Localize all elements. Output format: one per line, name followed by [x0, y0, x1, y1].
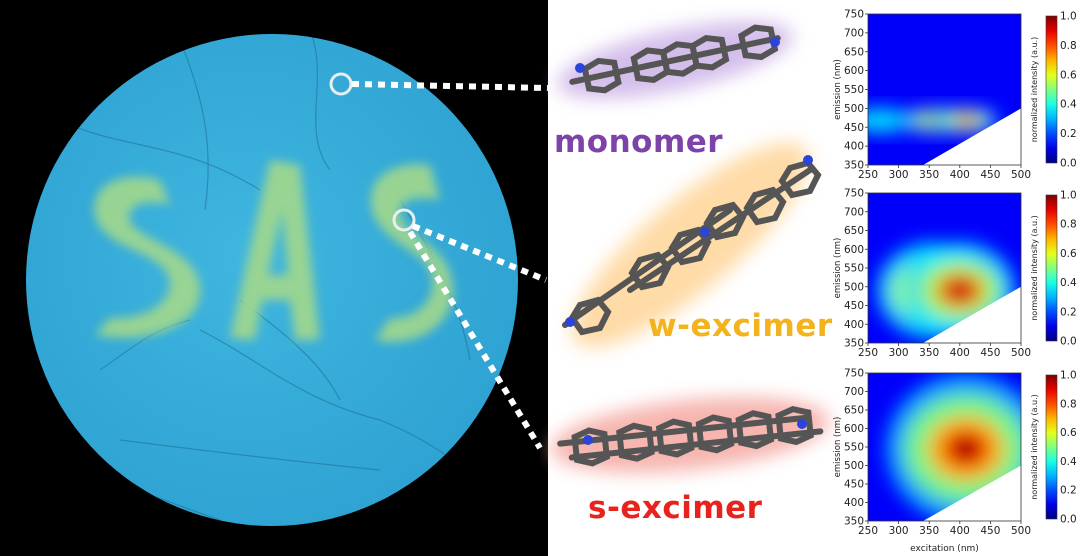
x-tick-label: 400 [950, 169, 970, 181]
x-tick-label: 400 [950, 525, 970, 537]
connector-monomer [351, 81, 549, 91]
y-tick-label: 350 [844, 160, 864, 172]
x-tick-label: 300 [889, 347, 909, 359]
x-tick-label: 500 [1011, 525, 1031, 537]
film-photograph [0, 0, 548, 556]
colorbar-label: normalized intensity (a.u.) [1030, 394, 1039, 500]
colorbar-tick-label: 0.4 [1060, 456, 1077, 468]
y-tick-label: 650 [844, 46, 864, 58]
y-tick-label: 600 [844, 65, 864, 77]
y-tick-label: 500 [844, 281, 864, 293]
y-axis-label: emission (nm) [833, 417, 843, 478]
molecule-renders [550, 21, 830, 473]
x-tick-label: 450 [980, 347, 1000, 359]
colorbar-tick-label: 0.6 [1060, 248, 1077, 260]
peak-monomer-2 [870, 115, 891, 126]
peak-monomer-1 [955, 115, 976, 126]
colorbar-tick-label: 0.0 [1060, 158, 1077, 170]
emission-maps: 350 400 450 500 550 600 650 700 750 250 300 350 400 4… [833, 9, 1077, 555]
colorbar-tick-label: 0.8 [1060, 40, 1077, 52]
y-tick-label: 750 [844, 9, 864, 21]
colorbar [1045, 374, 1058, 520]
colorbar-tick-label: 0.2 [1060, 306, 1077, 318]
y-tick-label: 350 [844, 338, 864, 350]
y-tick-label: 600 [844, 244, 864, 256]
molecule-panel: monomer w-excimer s-excimer [540, 0, 840, 556]
x-tick-label: 500 [1011, 347, 1031, 359]
colorbar-tick-label: 0.0 [1060, 336, 1077, 348]
colorbar-tick-label: 1.0 [1060, 370, 1077, 382]
map-monomer: 350 400 450 500 550 600 650 700 750 250 300 350 400 4… [833, 9, 1077, 182]
map-s-excimer: 350 400 450 500 550 600 650 700 750 250 300 350 400 4… [833, 368, 1077, 555]
y-tick-label: 400 [844, 497, 864, 509]
y-tick-label: 650 [844, 405, 864, 417]
monomer-label: monomer [554, 124, 724, 160]
x-tick-label: 450 [980, 169, 1000, 181]
w-excimer-molecule [562, 142, 822, 348]
y-tick-label: 400 [844, 319, 864, 331]
peak-w-excimer-1 [947, 280, 972, 301]
y-tick-label: 500 [844, 103, 864, 115]
colorbar-tick-label: 0.6 [1060, 427, 1077, 439]
colorbar-tick-label: 0.8 [1060, 398, 1077, 410]
x-tick-label: 350 [919, 169, 939, 181]
y-tick-label: 750 [844, 368, 864, 380]
peak-s-excimer-0 [953, 437, 978, 460]
connector-w-excimer [411, 223, 548, 283]
y-tick-label: 650 [844, 225, 864, 237]
y-tick-label: 350 [844, 516, 864, 528]
y-tick-label: 750 [844, 188, 864, 200]
monomer-molecule [557, 21, 793, 99]
x-tick-label: 250 [858, 169, 878, 181]
colorbar-tick-label: 0.8 [1060, 219, 1077, 231]
colorbar-tick-label: 0.4 [1060, 99, 1077, 111]
colorbar-tick-label: 1.0 [1060, 11, 1077, 23]
x-tick-label: 250 [858, 347, 878, 359]
x-tick-label: 250 [858, 525, 878, 537]
y-tick-label: 700 [844, 206, 864, 218]
y-axis-label: emission (nm) [833, 238, 843, 299]
y-tick-label: 700 [844, 27, 864, 39]
s-excimer-molecule [550, 397, 830, 473]
s-excimer-label: s-excimer [588, 490, 763, 526]
colorbar-tick-label: 0.2 [1060, 485, 1077, 497]
y-tick-label: 450 [844, 479, 864, 491]
colorbar-tick-label: 0.6 [1060, 69, 1077, 81]
y-tick-label: 550 [844, 84, 864, 96]
y-tick-label: 700 [844, 386, 864, 398]
y-tick-label: 450 [844, 122, 864, 134]
x-tick-label: 300 [889, 169, 909, 181]
y-tick-label: 550 [844, 442, 864, 454]
colorbar [1045, 15, 1058, 164]
x-tick-label: 400 [950, 347, 970, 359]
colorbar-tick-label: 0.2 [1060, 128, 1077, 140]
connector-s-excimer [407, 230, 543, 450]
y-tick-label: 400 [844, 141, 864, 153]
w-excimer-label: w-excimer [648, 308, 833, 344]
monomer-spot-marker [329, 72, 353, 96]
colorbar-tick-label: 1.0 [1060, 190, 1077, 202]
x-axis-label: excitation (nm) [910, 544, 979, 554]
x-tick-label: 500 [1011, 169, 1031, 181]
sas-pattern [94, 160, 454, 342]
excimer-spot-marker [392, 208, 416, 232]
colorbar [1045, 194, 1058, 342]
colorbar-tick-label: 0.4 [1060, 277, 1077, 289]
x-tick-label: 350 [919, 525, 939, 537]
y-tick-label: 600 [844, 423, 864, 435]
x-tick-label: 450 [980, 525, 1000, 537]
x-tick-label: 300 [889, 525, 909, 537]
y-tick-label: 550 [844, 263, 864, 275]
y-tick-label: 500 [844, 460, 864, 472]
y-tick-label: 450 [844, 300, 864, 312]
y-axis-label: emission (nm) [833, 59, 843, 120]
colorbar-label: normalized intensity (a.u.) [1030, 215, 1039, 321]
x-tick-label: 350 [919, 347, 939, 359]
map-w-excimer: 350 400 450 500 550 600 650 700 750 250 300 350 400 4… [833, 188, 1077, 360]
colorbar-label: normalized intensity (a.u.) [1030, 37, 1039, 143]
colorbar-tick-label: 0.0 [1060, 514, 1077, 526]
